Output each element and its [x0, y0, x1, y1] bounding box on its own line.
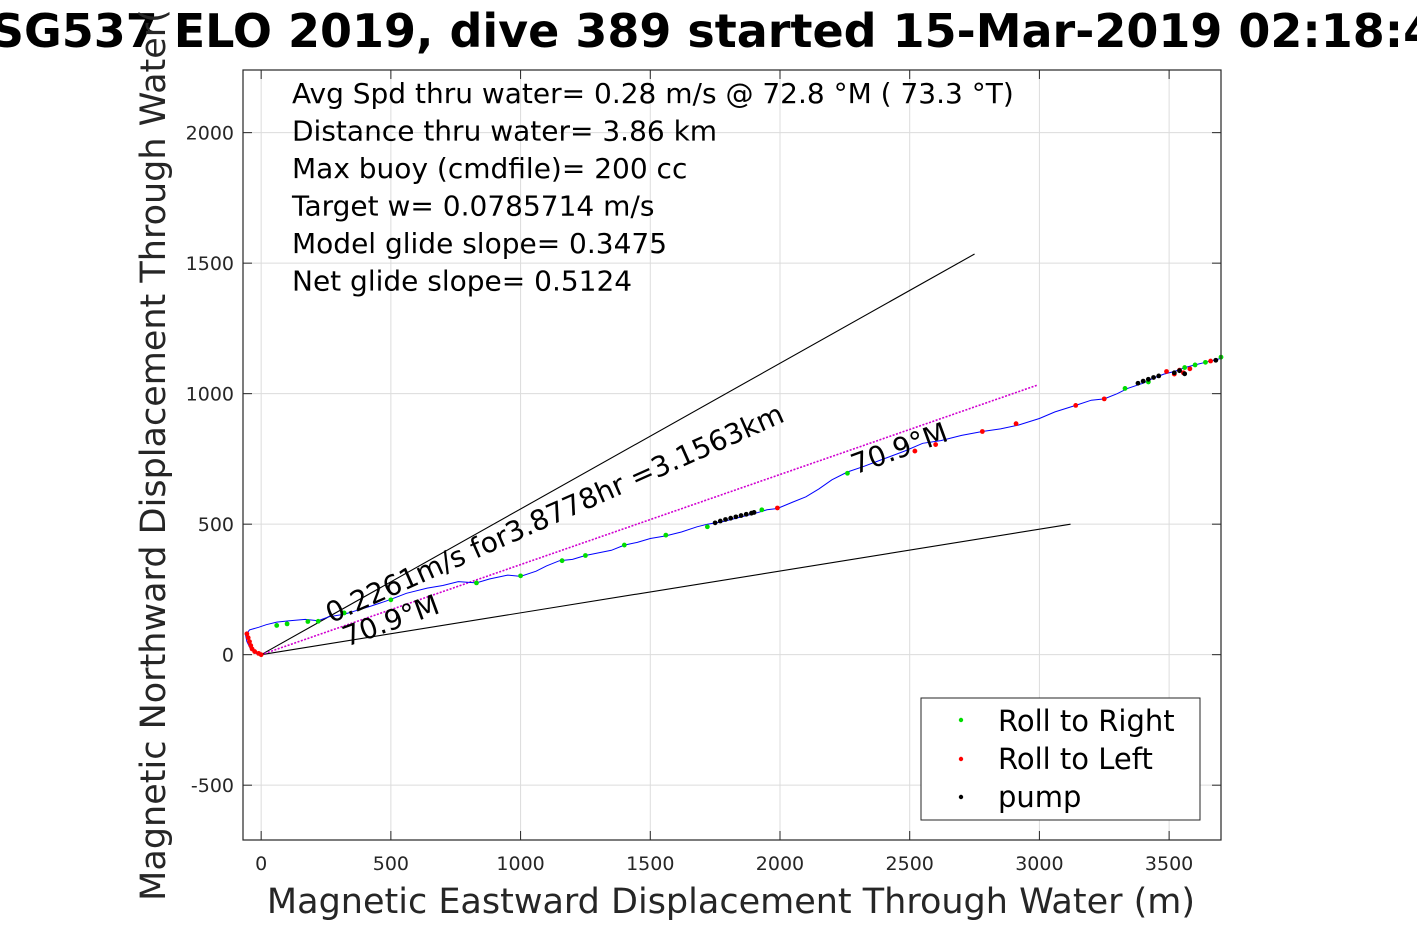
- x-tick-label: 0: [255, 853, 267, 875]
- roll-right-point: [704, 524, 710, 530]
- x-tick-label: 500: [373, 853, 409, 875]
- roll-left-point: [247, 639, 252, 645]
- legend-marker-pump: [958, 794, 964, 800]
- pump-point: [723, 517, 728, 522]
- roll-right-point: [583, 553, 588, 558]
- roll-left-point: [258, 652, 264, 658]
- roll-right-point: [341, 610, 347, 616]
- pump-point: [712, 520, 718, 526]
- y-tick-label: 500: [198, 514, 234, 536]
- roll-right-point: [388, 597, 394, 603]
- chart-title: SG537 ELO 2019, dive 389 started 15-Mar-…: [0, 4, 1417, 58]
- x-tick-label: 1500: [626, 853, 674, 875]
- roll-right-point: [474, 580, 479, 586]
- y-tick-label: 1000: [186, 384, 234, 406]
- track-layer: [245, 357, 1222, 656]
- roll-right-point: [1182, 365, 1188, 370]
- pump-point: [743, 511, 749, 517]
- roll-left-point: [1101, 396, 1107, 402]
- legend-label-roll-left: Roll to Left: [998, 742, 1153, 776]
- axes-box: [242, 69, 1222, 841]
- track-line: [245, 357, 1222, 656]
- dive-info-text: Avg Spd thru water= 0.28 m/s @ 72.8 °M (…: [291, 77, 1014, 298]
- info-line: Target w= 0.0785714 m/s: [291, 190, 654, 223]
- roll-right-point: [845, 470, 850, 476]
- pump-point: [717, 518, 723, 524]
- pump-point: [1213, 357, 1219, 363]
- roll-right-point: [315, 618, 321, 624]
- roll-left-point: [1073, 403, 1079, 408]
- pump-point: [1140, 378, 1146, 384]
- x-tick-label: 3500: [1145, 853, 1193, 875]
- pump-point: [728, 515, 734, 521]
- pump-point: [1182, 371, 1188, 377]
- roll-right-point: [284, 621, 290, 627]
- info-line: Avg Spd thru water= 0.28 m/s @ 72.8 °M (…: [292, 77, 1014, 110]
- pump-point: [738, 513, 744, 518]
- info-line: Max buoy (cmdfile)= 200 cc: [292, 152, 687, 185]
- roll-right-point: [1192, 362, 1198, 368]
- pump-point: [1135, 380, 1141, 386]
- roll-right-point: [621, 542, 627, 548]
- y-axis-label: Magnetic Northward Displacement Through …: [134, 9, 174, 901]
- legend-label-roll-right: Roll to Right: [998, 704, 1175, 738]
- pump-point: [1177, 368, 1182, 374]
- pump-point: [1156, 373, 1162, 379]
- roll-right-point: [1203, 359, 1208, 365]
- y-tick-label: 2000: [186, 123, 234, 145]
- roll-left-point: [1187, 366, 1193, 372]
- x-tick-label: 3000: [1015, 853, 1063, 875]
- roll-left-point: [1208, 358, 1214, 364]
- roll-left-point: [979, 429, 985, 434]
- roll-right-point: [305, 619, 311, 624]
- x-axis-label: Magnetic Eastward Displacement Through W…: [267, 882, 1195, 922]
- pump-point: [1145, 376, 1151, 382]
- pump-point: [751, 510, 757, 515]
- glide-envelope-line: [260, 253, 975, 656]
- marker-layer: [244, 354, 1224, 658]
- roll-right-point: [559, 558, 565, 564]
- roll-left-point: [1013, 421, 1019, 427]
- depth-average-current-line: [260, 384, 1038, 656]
- reference-lines: [260, 253, 1071, 656]
- y-tick-label: 0: [222, 645, 234, 667]
- x-tick-label: 1000: [496, 853, 544, 875]
- legend: Roll to Right Roll to Left pump: [920, 697, 1201, 821]
- pump-point: [1151, 375, 1156, 380]
- x-tick-label: 2000: [756, 853, 804, 875]
- roll-left-point: [774, 505, 780, 511]
- info-line: Model glide slope= 0.3475: [292, 227, 667, 260]
- legend-marker-roll-left: [958, 756, 964, 762]
- legend-marker-roll-right: [958, 717, 964, 723]
- y-tick-label: -500: [191, 775, 234, 797]
- roll-right-point: [1122, 386, 1128, 391]
- y-tick-label: 1500: [186, 253, 234, 275]
- roll-left-point: [912, 448, 918, 454]
- roll-left-point: [933, 442, 939, 447]
- axis-ticks: 0 500 1000 1500 2000 2500 3000 3500 -500 0 500 1000…: [186, 70, 1221, 875]
- glide-envelope-line: [261, 523, 1071, 656]
- roll-left-point: [1164, 369, 1169, 374]
- legend-label-pump: pump: [998, 780, 1081, 814]
- legend-box: [920, 697, 1201, 821]
- info-line: Distance thru water= 3.86 km: [292, 115, 717, 148]
- roll-right-point: [518, 573, 523, 579]
- roll-left-point: [244, 631, 250, 637]
- roll-right-point: [274, 623, 280, 628]
- x-tick-label: 2500: [886, 853, 934, 875]
- roll-left-point: [252, 649, 258, 654]
- roll-left-point: [245, 635, 251, 641]
- roll-right-point: [759, 507, 765, 513]
- pump-point: [1171, 370, 1177, 376]
- roll-right-point: [663, 532, 669, 538]
- info-line: Net glide slope= 0.5124: [292, 265, 632, 298]
- pump-point: [733, 514, 739, 520]
